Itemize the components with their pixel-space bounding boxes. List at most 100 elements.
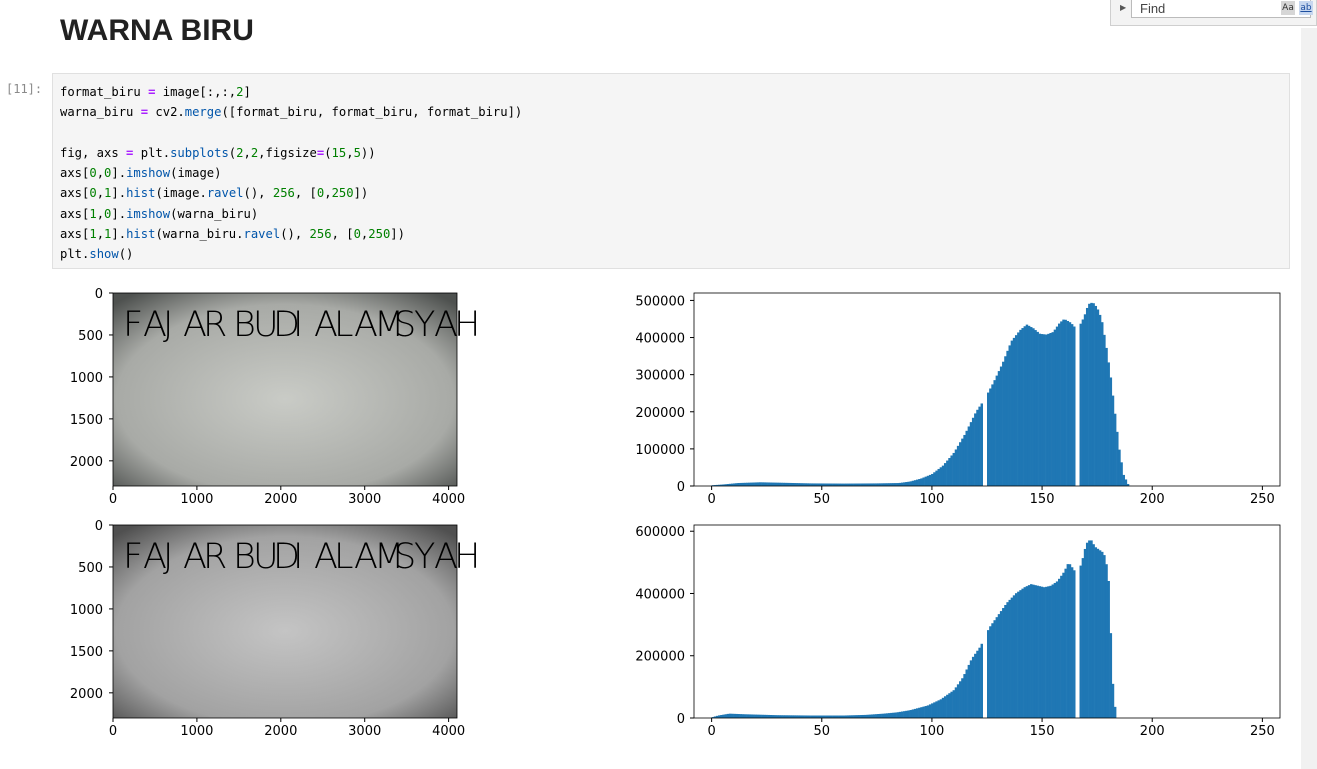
histogram-bar (1057, 323, 1061, 486)
histogram-bar (782, 715, 786, 718)
x-tick-label: 0 (109, 492, 117, 507)
y-tick-label: 0 (677, 712, 685, 727)
histogram-bar (948, 458, 951, 486)
histogram-bar (823, 715, 826, 718)
match-case-icon[interactable]: Aa (1281, 1, 1295, 15)
histogram-bar (786, 482, 790, 486)
y-tick-label: 200000 (635, 650, 685, 665)
code-token: ,figsize (258, 145, 317, 160)
histogram-bar (769, 482, 773, 486)
code-token: 2 (236, 85, 244, 99)
histogram-bar (1111, 395, 1115, 486)
match-word-icon[interactable]: ab (1299, 1, 1313, 15)
code-token: 256 (272, 186, 295, 201)
x-tick-label: 150 (1030, 724, 1055, 739)
histogram-bar (1083, 548, 1087, 718)
histogram-bar (954, 687, 958, 718)
histogram-bar (1092, 303, 1095, 486)
code-token: 1 (104, 227, 112, 242)
histogram-bar (797, 715, 801, 718)
code-line: warna_biru = cv2.merge([format_biru, for… (60, 102, 1289, 122)
histogram-bar (1017, 332, 1020, 486)
histogram-bar (1111, 683, 1115, 718)
histogram-bar (1073, 570, 1076, 718)
histogram-bar (1051, 584, 1054, 718)
histogram-bar (752, 714, 755, 718)
code-token: ( (228, 145, 237, 160)
code-token: show (89, 247, 119, 262)
y-tick-label: 300000 (635, 369, 685, 384)
axes-frame (112, 524, 458, 719)
histogram-bar (931, 473, 934, 486)
histogram-bar (916, 479, 919, 486)
histogram-bar (776, 715, 779, 718)
histogram-bar (892, 712, 895, 718)
histogram-bar (737, 714, 740, 718)
code-token: 0 (89, 166, 97, 181)
histogram-bar (1098, 314, 1102, 486)
histogram-bar (1040, 586, 1044, 718)
histogram-bar (737, 483, 740, 486)
histogram-bar (840, 715, 844, 718)
y-tick-label: 0 (95, 287, 103, 302)
code-line: plt.show() (60, 244, 1289, 264)
histogram-bar (920, 707, 923, 718)
histogram-bar (827, 715, 831, 718)
histogram-bar (946, 694, 949, 718)
code-token: merge (184, 105, 222, 120)
handwritten-letter: A (143, 537, 167, 577)
histogram-bar (1027, 325, 1031, 486)
histogram-bar (1066, 564, 1070, 718)
x-tick-label: 100 (920, 724, 945, 739)
histogram-bar (713, 716, 717, 718)
code-token: ]. (111, 206, 127, 221)
find-input[interactable]: Find (1131, 0, 1311, 18)
histogram-bar (1113, 413, 1117, 486)
histogram-bar (829, 483, 833, 486)
histogram-bar (860, 715, 863, 718)
expand-arrow-icon[interactable]: ▶ (1120, 3, 1127, 12)
histogram-bar (918, 479, 921, 486)
histogram-bar (1025, 324, 1029, 486)
histogram-bar (726, 713, 730, 718)
code-token: 250 (331, 186, 354, 201)
histogram-bar (838, 715, 842, 718)
code-token: 0 (316, 186, 325, 201)
code-cell[interactable]: format_biru = image[:,:,2] warna_biru = c… (52, 73, 1290, 269)
histogram-bar (956, 684, 960, 718)
y-tick-label: 1500 (70, 645, 103, 660)
code-token: , (346, 145, 354, 160)
code-token: 2 (250, 145, 259, 160)
histogram-bar (900, 711, 904, 718)
histogram-bar (1049, 333, 1052, 486)
code-token: subplots (170, 145, 229, 160)
histogram-bar (821, 483, 824, 486)
histogram-bar (903, 711, 906, 718)
y-tick-label: 0 (677, 480, 685, 495)
scrollbar[interactable] (1301, 28, 1317, 769)
histogram-bar (961, 678, 964, 718)
handwritten-letter: A (434, 537, 458, 577)
histogram-bar (795, 483, 798, 486)
histogram-bar (1079, 323, 1082, 486)
x-tick-label: 50 (814, 724, 831, 739)
histogram-bar (916, 708, 919, 718)
code-token: format_biru (60, 85, 149, 99)
code-token: axs[ (60, 186, 90, 201)
code-token: ravel (206, 186, 244, 201)
histogram-bar (842, 715, 846, 718)
y-tick-label: 100000 (635, 443, 685, 458)
histogram-bar (1083, 314, 1087, 486)
histogram-bar (804, 715, 807, 718)
histogram-bar (791, 715, 794, 718)
code-token: , (96, 227, 105, 242)
histogram-bar (718, 715, 721, 718)
histogram-bar (956, 445, 960, 486)
histogram-bar (969, 660, 973, 718)
histogram-bar (1055, 581, 1059, 718)
histogram-bar (1021, 588, 1024, 718)
code-token: = (140, 105, 149, 120)
histogram-bar (991, 384, 994, 486)
code-token: , (324, 186, 332, 201)
histogram-bar (1045, 586, 1048, 718)
